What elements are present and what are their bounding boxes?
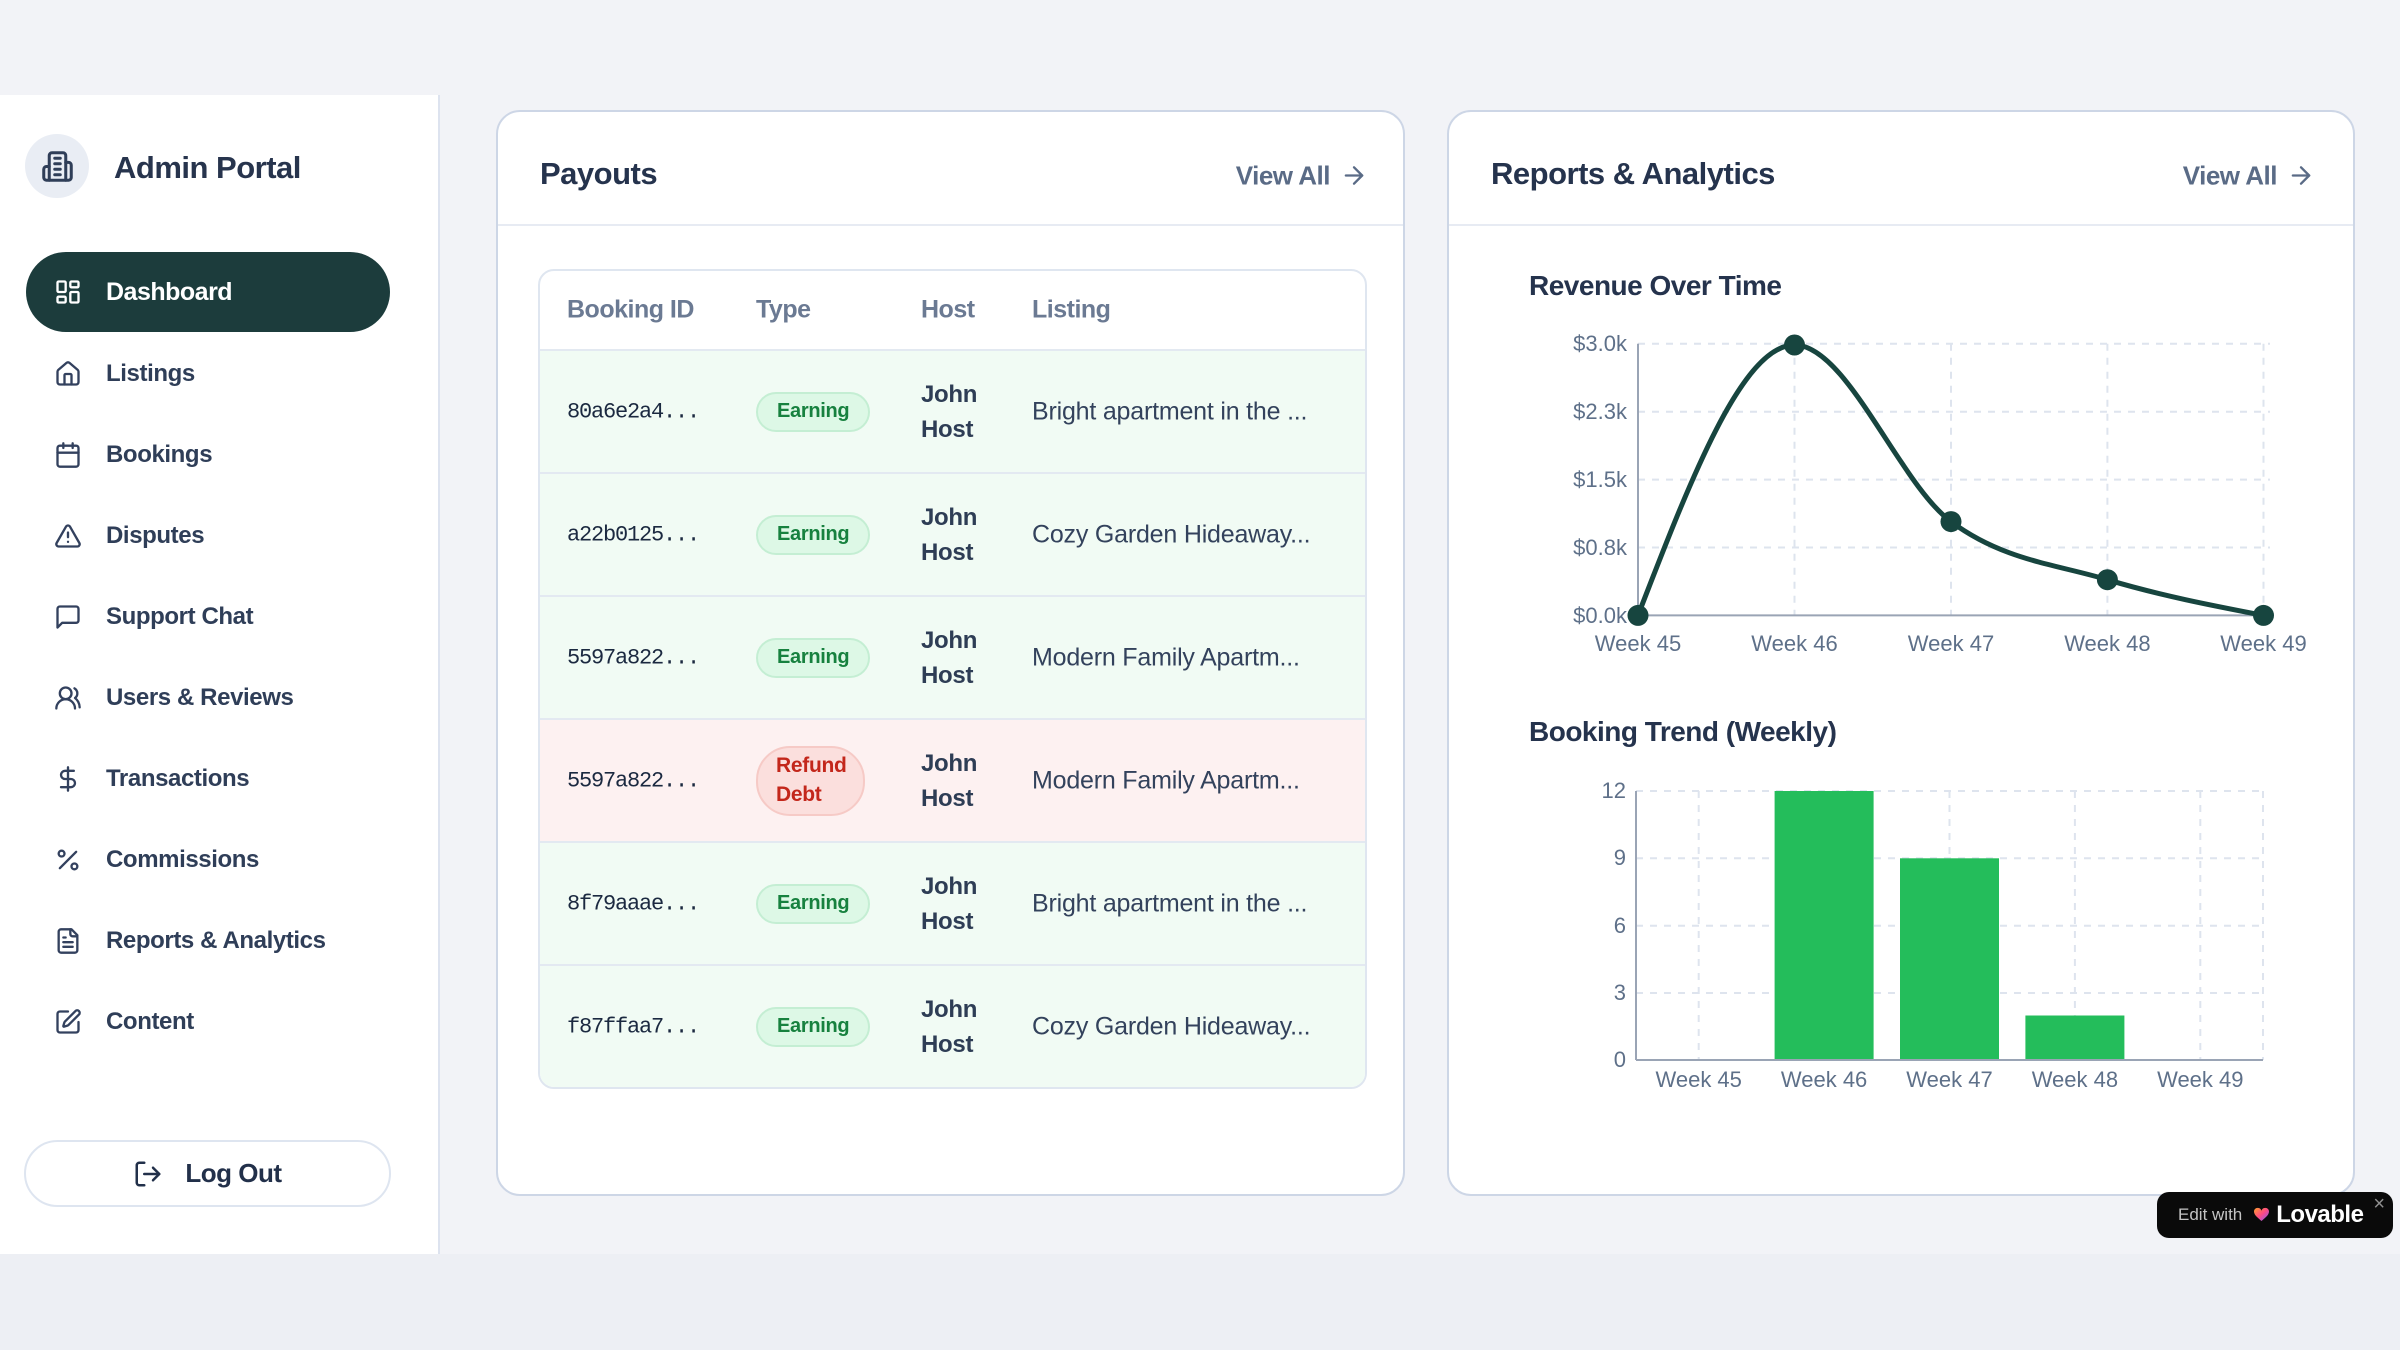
svg-text:Week 49: Week 49 bbox=[2220, 631, 2306, 656]
svg-text:6: 6 bbox=[1614, 913, 1626, 938]
svg-text:$3.0k: $3.0k bbox=[1573, 331, 1628, 356]
svg-text:Week 45: Week 45 bbox=[1655, 1067, 1741, 1092]
svg-text:Week 46: Week 46 bbox=[1751, 631, 1837, 656]
svg-text:9: 9 bbox=[1614, 845, 1626, 870]
svg-text:Week 45: Week 45 bbox=[1595, 631, 1681, 656]
svg-text:Week 46: Week 46 bbox=[1781, 1067, 1867, 1092]
svg-text:$0.0k: $0.0k bbox=[1573, 603, 1628, 628]
svg-text:Week 48: Week 48 bbox=[2064, 631, 2150, 656]
svg-text:Week 48: Week 48 bbox=[2032, 1067, 2118, 1092]
svg-text:$2.3k: $2.3k bbox=[1573, 399, 1628, 424]
svg-text:12: 12 bbox=[1602, 778, 1626, 803]
svg-text:3: 3 bbox=[1614, 980, 1626, 1005]
svg-text:0: 0 bbox=[1614, 1047, 1626, 1072]
svg-text:Week 49: Week 49 bbox=[2157, 1067, 2243, 1092]
svg-text:$0.8k: $0.8k bbox=[1573, 535, 1628, 560]
svg-text:Week 47: Week 47 bbox=[1906, 1067, 1992, 1092]
svg-text:$1.5k: $1.5k bbox=[1573, 467, 1628, 492]
svg-text:Week 47: Week 47 bbox=[1908, 631, 1994, 656]
